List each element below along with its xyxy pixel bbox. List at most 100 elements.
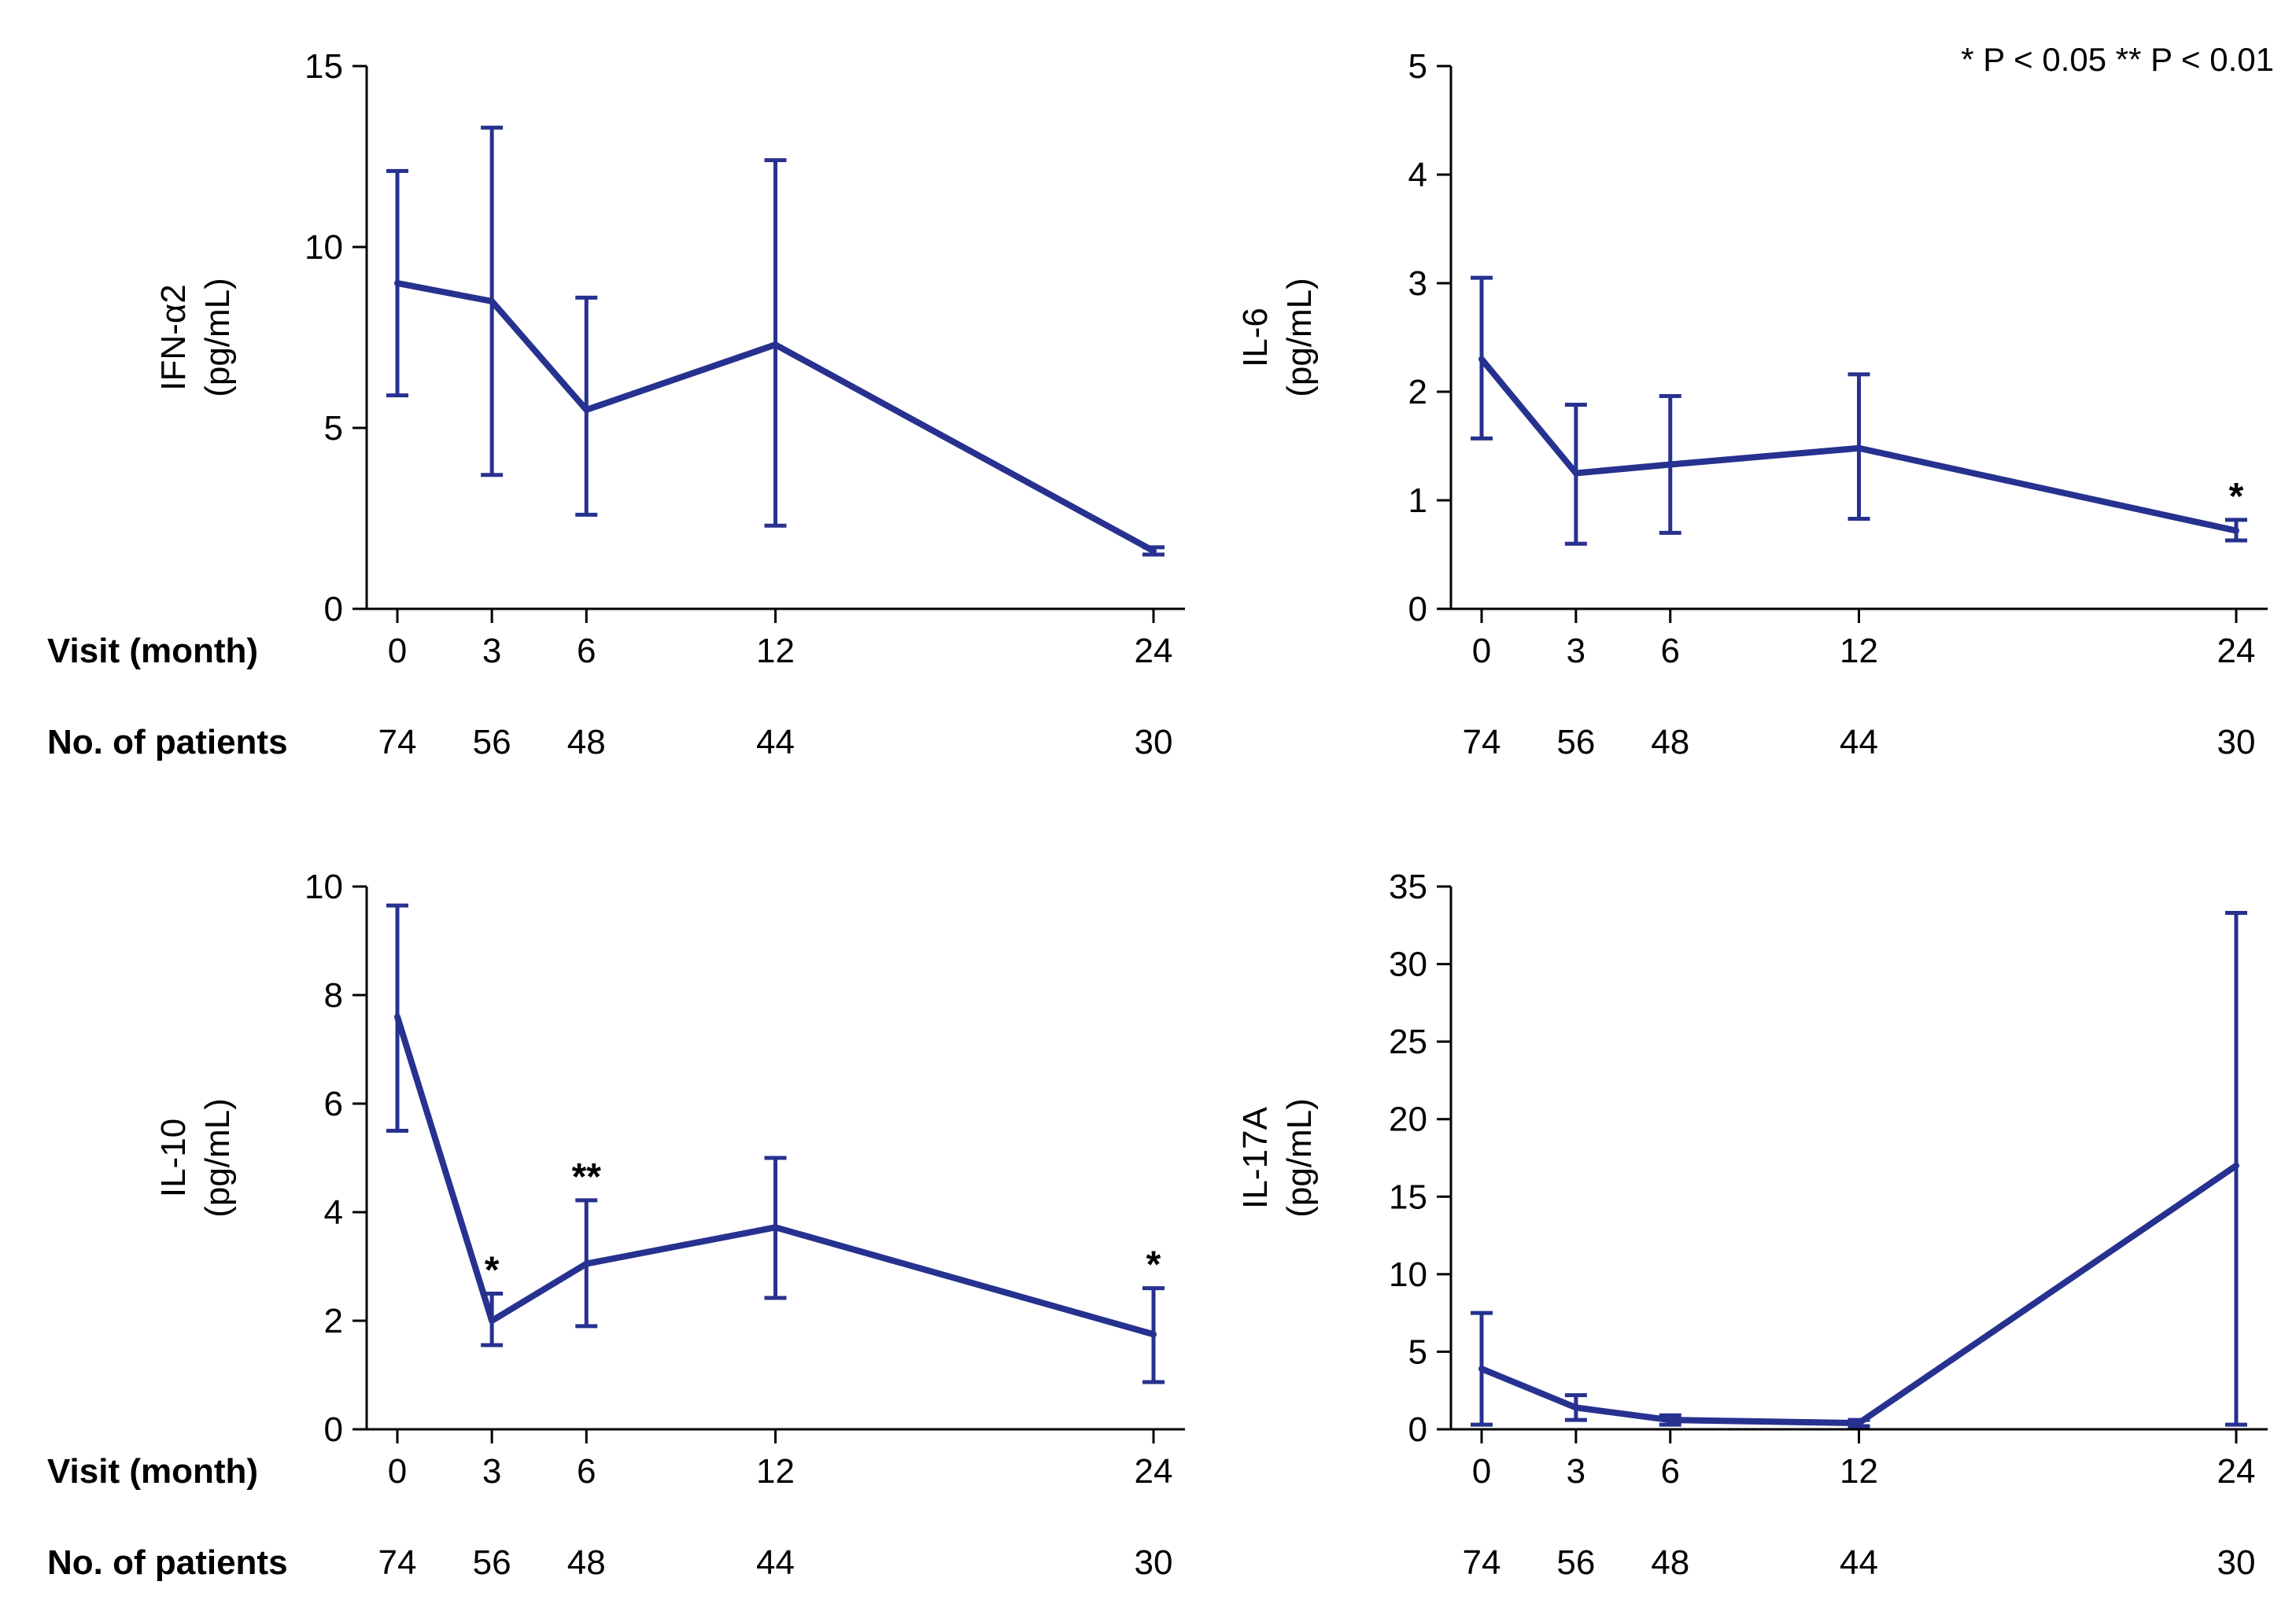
data-point xyxy=(2233,527,2239,534)
visit-row-label-top: Visit (month) xyxy=(47,632,258,670)
y-tick-label: 35 xyxy=(1389,868,1427,906)
significance-star: * xyxy=(2229,476,2244,518)
y-tick-label: 2 xyxy=(324,1302,343,1340)
patient-count: 30 xyxy=(1135,1543,1173,1582)
significance-star: * xyxy=(485,1250,500,1292)
y-axis-label: IL-6 xyxy=(1236,308,1275,367)
chart-panel-1: 0 5 10 15 0 74 3 56 6 48 12 44 24 30 IFN-α2 (pg/mL) xyxy=(154,47,1185,761)
x-tick-label: 24 xyxy=(2217,632,2256,670)
data-point xyxy=(1150,1331,1157,1338)
patient-count: 56 xyxy=(473,1543,511,1582)
data-point xyxy=(394,1013,401,1020)
y-tick-label: 8 xyxy=(324,976,343,1015)
x-tick-label: 12 xyxy=(756,1452,795,1491)
patient-count: 44 xyxy=(756,723,795,761)
patient-count: 56 xyxy=(473,723,511,761)
x-tick-label: 6 xyxy=(1661,1452,1680,1491)
y-tick-label: 30 xyxy=(1389,946,1427,984)
patient-count: 44 xyxy=(1840,723,1878,761)
y-tick-label: 1 xyxy=(1408,481,1427,520)
patient-count: 48 xyxy=(567,723,606,761)
data-point xyxy=(394,280,401,286)
x-tick-label: 12 xyxy=(756,632,795,670)
patient-count: 48 xyxy=(567,1543,606,1582)
y-tick-label: 15 xyxy=(1389,1178,1427,1216)
x-tick-label: 12 xyxy=(1840,632,1878,670)
y-axis-unit-label: (pg/mL) xyxy=(1280,1098,1319,1218)
x-tick-label: 3 xyxy=(1567,632,1585,670)
patients-row-label-top: No. of patients xyxy=(47,723,288,761)
data-line xyxy=(1480,1163,2239,1427)
data-point xyxy=(1667,1417,1674,1424)
significance-star: ** xyxy=(572,1156,602,1198)
chart-panel-4: 0 5 10 15 20 25 30 35 0 74 3 56 6 48 12 44 24 30 IL-17A (pg… xyxy=(1236,868,2268,1582)
patient-count: 74 xyxy=(1463,723,1501,761)
x-tick-label: 0 xyxy=(1472,1452,1491,1491)
data-point xyxy=(1855,1420,1862,1427)
y-tick-label: 5 xyxy=(324,409,343,448)
y-tick-label: 10 xyxy=(305,868,343,906)
y-axis-unit-label: (pg/mL) xyxy=(198,1098,237,1218)
x-tick-label: 12 xyxy=(1840,1452,1878,1491)
data-point xyxy=(489,298,496,304)
data-point xyxy=(1150,547,1157,555)
y-tick-label: 20 xyxy=(1389,1100,1427,1139)
visit-row-label-bottom: Visit (month) xyxy=(47,1452,258,1491)
x-tick-label: 3 xyxy=(1567,1452,1585,1491)
y-tick-label: 10 xyxy=(1389,1255,1427,1294)
data-point xyxy=(489,1318,496,1324)
data-point xyxy=(1667,461,1674,468)
x-tick-label: 3 xyxy=(482,1452,501,1491)
patient-count: 74 xyxy=(378,1543,417,1582)
patients-row-label-bottom: No. of patients xyxy=(47,1543,288,1582)
data-point xyxy=(772,1224,779,1231)
y-tick-label: 5 xyxy=(1408,1333,1427,1371)
patient-count: 30 xyxy=(2217,723,2256,761)
y-axis-label: IFN-α2 xyxy=(154,284,193,390)
patient-count: 74 xyxy=(1463,1543,1501,1582)
x-tick-label: 6 xyxy=(577,1452,596,1491)
x-tick-label: 3 xyxy=(482,632,501,670)
y-axis-label: IL-10 xyxy=(154,1119,193,1197)
y-tick-label: 0 xyxy=(324,590,343,629)
data-point xyxy=(583,1260,590,1267)
data-point xyxy=(772,341,779,348)
y-axis-unit-label: (pg/mL) xyxy=(1280,278,1319,397)
data-point xyxy=(1855,444,1862,452)
patient-count: 74 xyxy=(378,723,417,761)
y-tick-label: 0 xyxy=(324,1410,343,1449)
y-tick-label: 2 xyxy=(1408,373,1427,411)
x-tick-label: 24 xyxy=(1135,1452,1173,1491)
x-tick-label: 24 xyxy=(2217,1452,2256,1491)
patient-count: 44 xyxy=(1840,1543,1878,1582)
x-tick-label: 0 xyxy=(388,1452,407,1491)
data-point xyxy=(1572,1404,1579,1411)
y-tick-label: 4 xyxy=(1408,156,1427,194)
y-tick-label: 0 xyxy=(1408,1410,1427,1449)
patient-count: 48 xyxy=(1651,1543,1689,1582)
patient-count: 56 xyxy=(1556,1543,1595,1582)
patient-count: 30 xyxy=(2217,1543,2256,1582)
y-tick-label: 15 xyxy=(305,47,343,86)
patient-count: 56 xyxy=(1556,723,1595,761)
y-tick-label: 6 xyxy=(324,1085,343,1123)
y-tick-label: 10 xyxy=(305,228,343,267)
y-axis-label: IL-17A xyxy=(1236,1107,1275,1209)
patient-count: 44 xyxy=(756,1543,795,1582)
data-point xyxy=(583,407,590,413)
y-axis-unit-label: (pg/mL) xyxy=(198,278,237,397)
patient-count: 48 xyxy=(1651,723,1689,761)
significance-legend: * P < 0.05 ** P < 0.01 xyxy=(1961,41,2274,78)
x-tick-label: 0 xyxy=(388,632,407,670)
data-point xyxy=(1478,356,1485,363)
x-tick-label: 6 xyxy=(1661,632,1680,670)
x-tick-label: 6 xyxy=(577,632,596,670)
significance-star: * xyxy=(1146,1244,1161,1286)
data-point xyxy=(1572,470,1579,477)
y-tick-label: 25 xyxy=(1389,1023,1427,1061)
data-point xyxy=(2233,1162,2239,1169)
y-tick-label: 3 xyxy=(1408,264,1427,303)
